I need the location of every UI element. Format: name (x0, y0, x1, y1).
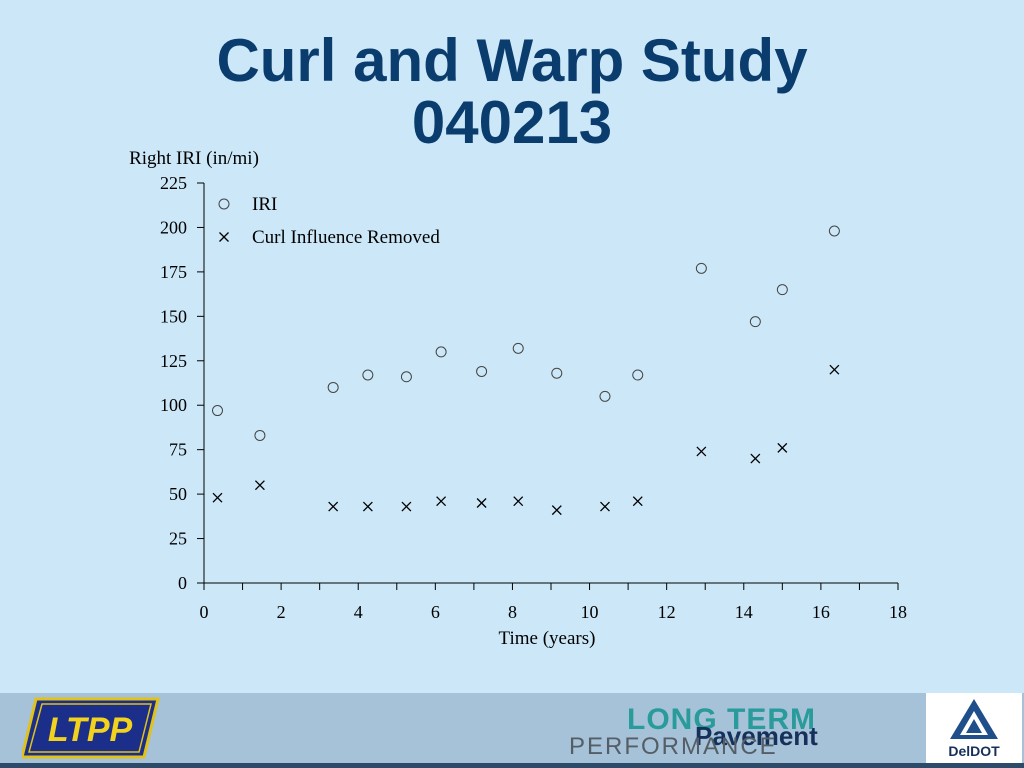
legend-label: IRI (252, 194, 277, 215)
data-point-curl-removed (254, 480, 265, 491)
title-line-2: 040213 (411, 89, 613, 156)
x-tick-label: 0 (200, 602, 209, 622)
y-tick-label: 25 (169, 529, 187, 549)
x-tick-label: 12 (658, 602, 676, 622)
slide-title: Curl and Warp Study 040213 (0, 30, 1024, 154)
data-point-iri (327, 381, 339, 393)
data-point-iri (476, 365, 488, 377)
data-point-curl-removed (328, 501, 339, 512)
x-tick-label: 10 (581, 602, 599, 622)
x-tick-label: 18 (889, 602, 907, 622)
data-point-curl-removed (362, 501, 373, 512)
ltpp-logo-text: LTPP (48, 711, 133, 749)
y-tick-label: 50 (169, 484, 187, 504)
scatter-chart: 0 25 50 75 100 125 150 175 200 225 0 2 4 6 8 10 12 14 16 18… (129, 148, 907, 649)
data-point-curl-removed (777, 442, 788, 453)
y-axis-label: Right IRI (in/mi) (129, 148, 259, 169)
x-tick-label: 2 (277, 602, 286, 622)
footer-divider (0, 763, 1024, 768)
data-point-curl-removed (436, 496, 447, 507)
y-tick-label: 225 (160, 173, 187, 193)
y-tick-label: 200 (160, 217, 187, 237)
data-point-curl-removed (829, 364, 840, 375)
data-point-iri (828, 225, 840, 237)
data-point-curl-removed (632, 496, 643, 507)
data-point-iri (435, 346, 447, 358)
data-point-iri (254, 429, 266, 441)
legend-marker-curl-removed (219, 232, 229, 242)
data-point-iri (776, 284, 788, 296)
data-point-iri (512, 342, 524, 354)
data-point-iri (632, 369, 644, 381)
y-tick-label: 150 (160, 306, 187, 326)
x-axis-label: Time (years) (499, 628, 596, 649)
y-tick-label: 100 (160, 395, 187, 415)
long-term-pavement-performance-logo: LONG TERM Pavement PERFORMANCE (565, 699, 925, 761)
legend-label: Curl Influence Removed (252, 227, 440, 248)
y-tick-label: 175 (160, 262, 187, 282)
data-point-curl-removed (513, 496, 524, 507)
x-tick-label: 16 (812, 602, 830, 622)
data-point-iri (551, 367, 563, 379)
y-tick-label: 125 (160, 351, 187, 371)
title-line-1: Curl and Warp Study (216, 27, 808, 94)
data-point-iri (211, 405, 223, 417)
data-point-curl-removed (401, 501, 412, 512)
data-point-iri (362, 369, 374, 381)
y-tick-label: 0 (178, 573, 187, 593)
data-point-iri (695, 262, 707, 274)
data-point-curl-removed (212, 492, 223, 503)
x-tick-label: 8 (508, 602, 517, 622)
footer-banner: LTPP LONG TERM Pavement PERFORMANCE DelD… (0, 693, 1024, 768)
data-point-iri (400, 371, 412, 383)
legend-marker-iri (218, 198, 230, 210)
data-point-curl-removed (476, 498, 487, 508)
data-point-curl-removed (750, 453, 761, 464)
data-point-curl-removed (551, 505, 562, 516)
data-point-iri (599, 390, 611, 402)
logo-performance: PERFORMANCE (569, 733, 778, 760)
x-tick-label: 4 (354, 602, 363, 622)
ltpp-logo: LTPP (22, 697, 160, 759)
data-point-iri (749, 316, 761, 328)
data-point-curl-removed (600, 501, 610, 512)
data-point-curl-removed (696, 446, 707, 457)
x-tick-label: 14 (735, 602, 753, 622)
logo-long-term: LONG TERM (627, 703, 816, 736)
deldot-logo: DelDOT (926, 693, 1022, 763)
logo-pavement: Pavement (695, 721, 818, 751)
deldot-text: DelDOT (948, 743, 1000, 759)
x-tick-label: 6 (431, 602, 440, 622)
deldot-emblem-icon (950, 699, 998, 739)
y-tick-label: 75 (169, 440, 187, 460)
